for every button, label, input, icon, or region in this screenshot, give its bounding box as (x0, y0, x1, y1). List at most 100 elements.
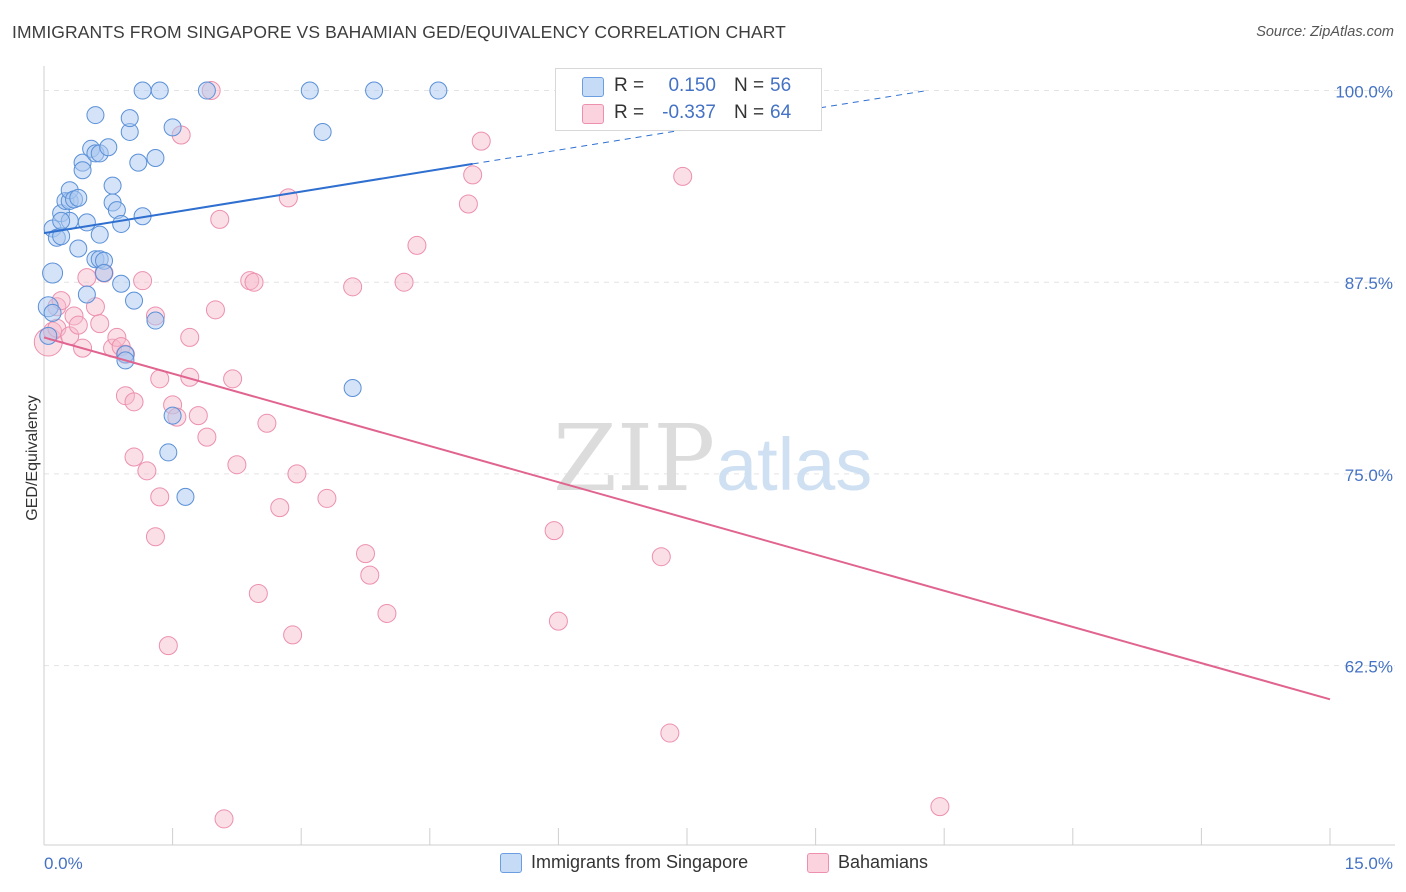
singapore-point (52, 211, 71, 230)
singapore-point (163, 406, 182, 425)
singapore-point (39, 326, 58, 345)
bahamians-point (343, 277, 363, 297)
chart-title: IMMIGRANTS FROM SINGAPORE VS BAHAMIAN GE… (12, 22, 786, 42)
singapore-point (112, 274, 131, 293)
y-tick-label: 62.5% (1345, 658, 1393, 677)
singapore-point (77, 213, 96, 232)
singapore-point (86, 106, 105, 125)
bahamians-point (317, 488, 337, 508)
singapore-point (43, 303, 62, 322)
singapore-point (129, 153, 148, 172)
singapore-point (146, 149, 165, 168)
tick-labels: 62.5% 75.0% 87.5% 100.0% 0.0% 15.0% (44, 83, 1393, 873)
bahamians-trend-line (43, 336, 1331, 701)
bahamians-point (90, 314, 110, 334)
bahamians-point (407, 235, 427, 255)
singapore-point (197, 81, 216, 100)
singapore-point (150, 81, 169, 100)
bahamians-point (673, 166, 693, 186)
singapore-point (429, 81, 448, 100)
n-label: N = (734, 75, 765, 96)
bahamians-point (180, 327, 200, 347)
watermark: ZIP atlas (553, 405, 872, 512)
singapore-point (365, 81, 384, 100)
n-label: N = (734, 102, 765, 123)
r-value: -0.337 (662, 102, 716, 123)
bahamians-point (180, 367, 200, 387)
series-legend: Immigrants from Singapore Bahamians (0, 850, 1406, 880)
bahamians-point (651, 547, 671, 567)
r-label: R = (614, 75, 645, 96)
singapore-point (159, 443, 178, 462)
bahamians-point (244, 272, 264, 292)
bahamians-point (377, 603, 397, 623)
bahamians-point (124, 392, 144, 412)
singapore-legend-label: Immigrants from Singapore (531, 852, 749, 872)
singapore-point (133, 81, 152, 100)
bahamians-point (930, 797, 950, 817)
bahamians-point (210, 209, 230, 229)
bahamians-point (107, 327, 127, 347)
bahamians-point (278, 188, 298, 208)
singapore-point (95, 264, 114, 283)
bahamians-point (463, 165, 483, 185)
r-label: R = (614, 102, 645, 123)
bahamians-point (544, 521, 564, 541)
bahamians-point (458, 194, 478, 214)
n-value: 56 (770, 75, 792, 96)
y-tick-label: 100.0% (1335, 83, 1393, 102)
singapore-point (42, 262, 64, 284)
singapore-point (313, 122, 332, 141)
bahamians-point (356, 544, 375, 564)
singapore-point (99, 138, 118, 157)
singapore-point (69, 188, 88, 207)
singapore-point (77, 285, 96, 304)
singapore-point (69, 239, 88, 258)
grid-lines (44, 90, 1395, 667)
singapore-point (176, 487, 195, 506)
singapore-swatch (582, 77, 604, 97)
bahamians-point (248, 584, 268, 604)
singapore-point (112, 214, 131, 233)
singapore-point (90, 225, 109, 244)
bahamians-point (197, 427, 217, 447)
bahamians-point (214, 809, 234, 829)
watermark-atlas: atlas (716, 423, 872, 506)
singapore-point (120, 109, 139, 128)
bahamians-point (145, 527, 165, 547)
bahamians-point (283, 625, 303, 645)
bahamians-point (471, 131, 491, 151)
bahamians-point (548, 611, 568, 631)
bahamians-point (394, 272, 414, 292)
singapore-point (300, 81, 319, 100)
watermark-zip: ZIP (553, 405, 715, 512)
singapore-point (343, 379, 362, 398)
singapore-trend-line (43, 162, 473, 235)
axes (43, 66, 1395, 846)
bahamians-point (137, 461, 157, 481)
bahamians-point (205, 300, 225, 320)
x-tick-label: 0.0% (44, 854, 83, 873)
bahamians-point (77, 268, 97, 288)
bahamians-point (124, 447, 144, 467)
singapore-point (146, 311, 165, 330)
bahamians-point (64, 306, 84, 326)
singapore-point (125, 291, 144, 310)
r-value: 0.150 (668, 75, 716, 96)
bahamians-point (150, 487, 170, 507)
bahamians-point (270, 498, 290, 518)
n-value: 64 (770, 102, 792, 123)
bahamians-swatch (582, 104, 604, 124)
stats-row-bahamians: R = -0.337 N = 64 (556, 101, 821, 127)
y-tick-label: 87.5% (1345, 274, 1393, 293)
stats-row-singapore: R = 0.150 N = 56 (556, 74, 821, 100)
bahamians-point (227, 455, 247, 475)
singapore-legend-swatch (500, 853, 522, 873)
trend-lines (43, 90, 1331, 701)
bahamians-legend-label: Bahamians (838, 852, 929, 872)
singapore-point (73, 161, 92, 180)
x-tick-label: 15.0% (1345, 854, 1393, 873)
stats-legend: R = 0.150 N = 56 R = -0.337 N = 64 (555, 68, 822, 131)
bahamians-point (223, 369, 243, 389)
